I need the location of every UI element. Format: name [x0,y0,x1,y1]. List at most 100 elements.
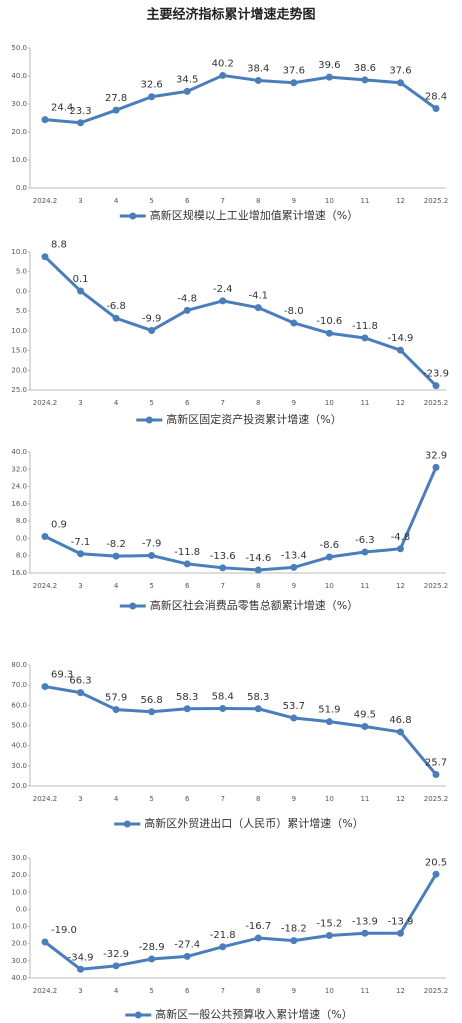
point [290,79,298,87]
point [396,545,404,553]
point [183,560,191,568]
series-line [44,685,438,776]
y-tick-label: 0.0 [16,184,27,192]
value-label: -21.8 [210,930,236,941]
legend-marker [134,1011,142,1019]
value-label: 8.8 [51,240,67,251]
point [183,87,191,95]
x-tick-label: 8 [256,399,260,407]
point [219,943,227,951]
x-tick-label: 5 [149,582,153,590]
point [77,119,85,127]
value-label: 58.3 [176,692,198,703]
y-tick-label: 80.0 [11,661,27,669]
y-tick-label: 0.0 [16,287,27,295]
x-tick-label: 4 [114,795,119,803]
value-label: -23.9 [423,369,449,380]
y-tick-label: 50.0 [11,44,27,52]
point [361,334,369,342]
value-label: -13.6 [210,551,236,562]
legend-marker [123,820,131,828]
point [183,306,191,314]
y-tick-label: 40.0 [11,72,27,80]
point [254,304,262,312]
point [219,71,227,79]
point [148,93,156,101]
point [219,297,227,305]
y-tick-label: 0.0 [16,905,27,913]
value-label: -9.9 [142,313,162,324]
legend-label: 高新区固定资产投资累计增速（%） [166,412,341,426]
value-label: 25.7 [425,758,447,769]
point [254,705,262,713]
value-label: 58.3 [247,692,269,703]
y-tick-label: 10.0 [11,248,27,256]
value-label: -4.8 [391,532,411,543]
point [77,965,85,973]
x-tick-label: 2025.2 [424,197,449,205]
value-label: 0.1 [73,274,89,285]
point [112,552,120,560]
y-tick-label: 0.0 [16,534,27,542]
x-tick-label: 10 [325,795,334,803]
x-tick-label: 6 [185,987,190,995]
y-tick-label: 16.0 [11,500,27,508]
point [325,718,333,726]
x-tick-label: 6 [185,582,190,590]
value-label: 28.4 [425,91,447,102]
series-line [44,466,438,572]
point [432,463,440,471]
x-tick-label: 7 [220,795,224,803]
value-label: -6.8 [106,301,126,312]
y-tick-label: 60.0 [11,701,27,709]
value-label: 38.4 [247,63,269,74]
y-tick-label: 30.0 [11,100,27,108]
value-label: -4.1 [249,291,269,302]
y-tick-label: 10.0 [11,888,27,896]
point [396,728,404,736]
value-label: 24.4 [51,103,73,114]
value-label: -4.8 [177,293,197,304]
y-tick-label: 30.0 [11,762,27,770]
x-tick-label: 11 [360,197,369,205]
point [361,76,369,84]
value-label: 49.5 [354,710,376,721]
point [361,548,369,556]
x-tick-label: 11 [360,795,369,803]
x-tick-label: 12 [396,795,405,803]
page-title: 主要经济指标累计增速走势图 [146,7,315,23]
x-tick-label: 11 [360,987,369,995]
value-label: 32.9 [425,450,447,461]
point [112,106,120,114]
x-tick-label: 6 [185,197,190,205]
point [77,550,85,558]
y-tick-label: 16.0 [11,569,27,577]
x-tick-label: 5 [149,197,153,205]
series-line [44,73,437,125]
x-tick-label: 12 [396,987,405,995]
x-tick-label: 2024.2 [33,197,58,205]
x-tick-label: 5 [149,795,153,803]
y-tick-label: 8.0 [16,517,27,525]
point [325,329,333,337]
point [148,708,156,716]
x-tick-label: 4 [114,399,119,407]
point [290,319,298,327]
x-tick-label: 3 [78,582,82,590]
x-tick-label: 2024.2 [33,795,58,803]
x-tick-label: 2025.2 [424,582,449,590]
y-tick-label: 40.0 [11,974,27,982]
x-tick-label: 9 [292,197,296,205]
y-tick-label: 30.0 [11,854,27,862]
value-label: 20.5 [425,857,447,868]
value-label: -27.4 [174,939,200,950]
x-tick-label: 3 [78,197,82,205]
value-label: -13.4 [281,550,307,561]
y-tick-label: 20.0 [11,782,27,790]
value-label: 58.4 [212,692,234,703]
y-tick-label: 5.0 [16,268,27,276]
legend-label: 高新区一般公共预算收入累计增速（%） [155,1007,352,1021]
value-label: -18.2 [281,924,307,935]
y-tick-label: 24.0 [11,483,27,491]
x-tick-label: 11 [360,399,369,407]
